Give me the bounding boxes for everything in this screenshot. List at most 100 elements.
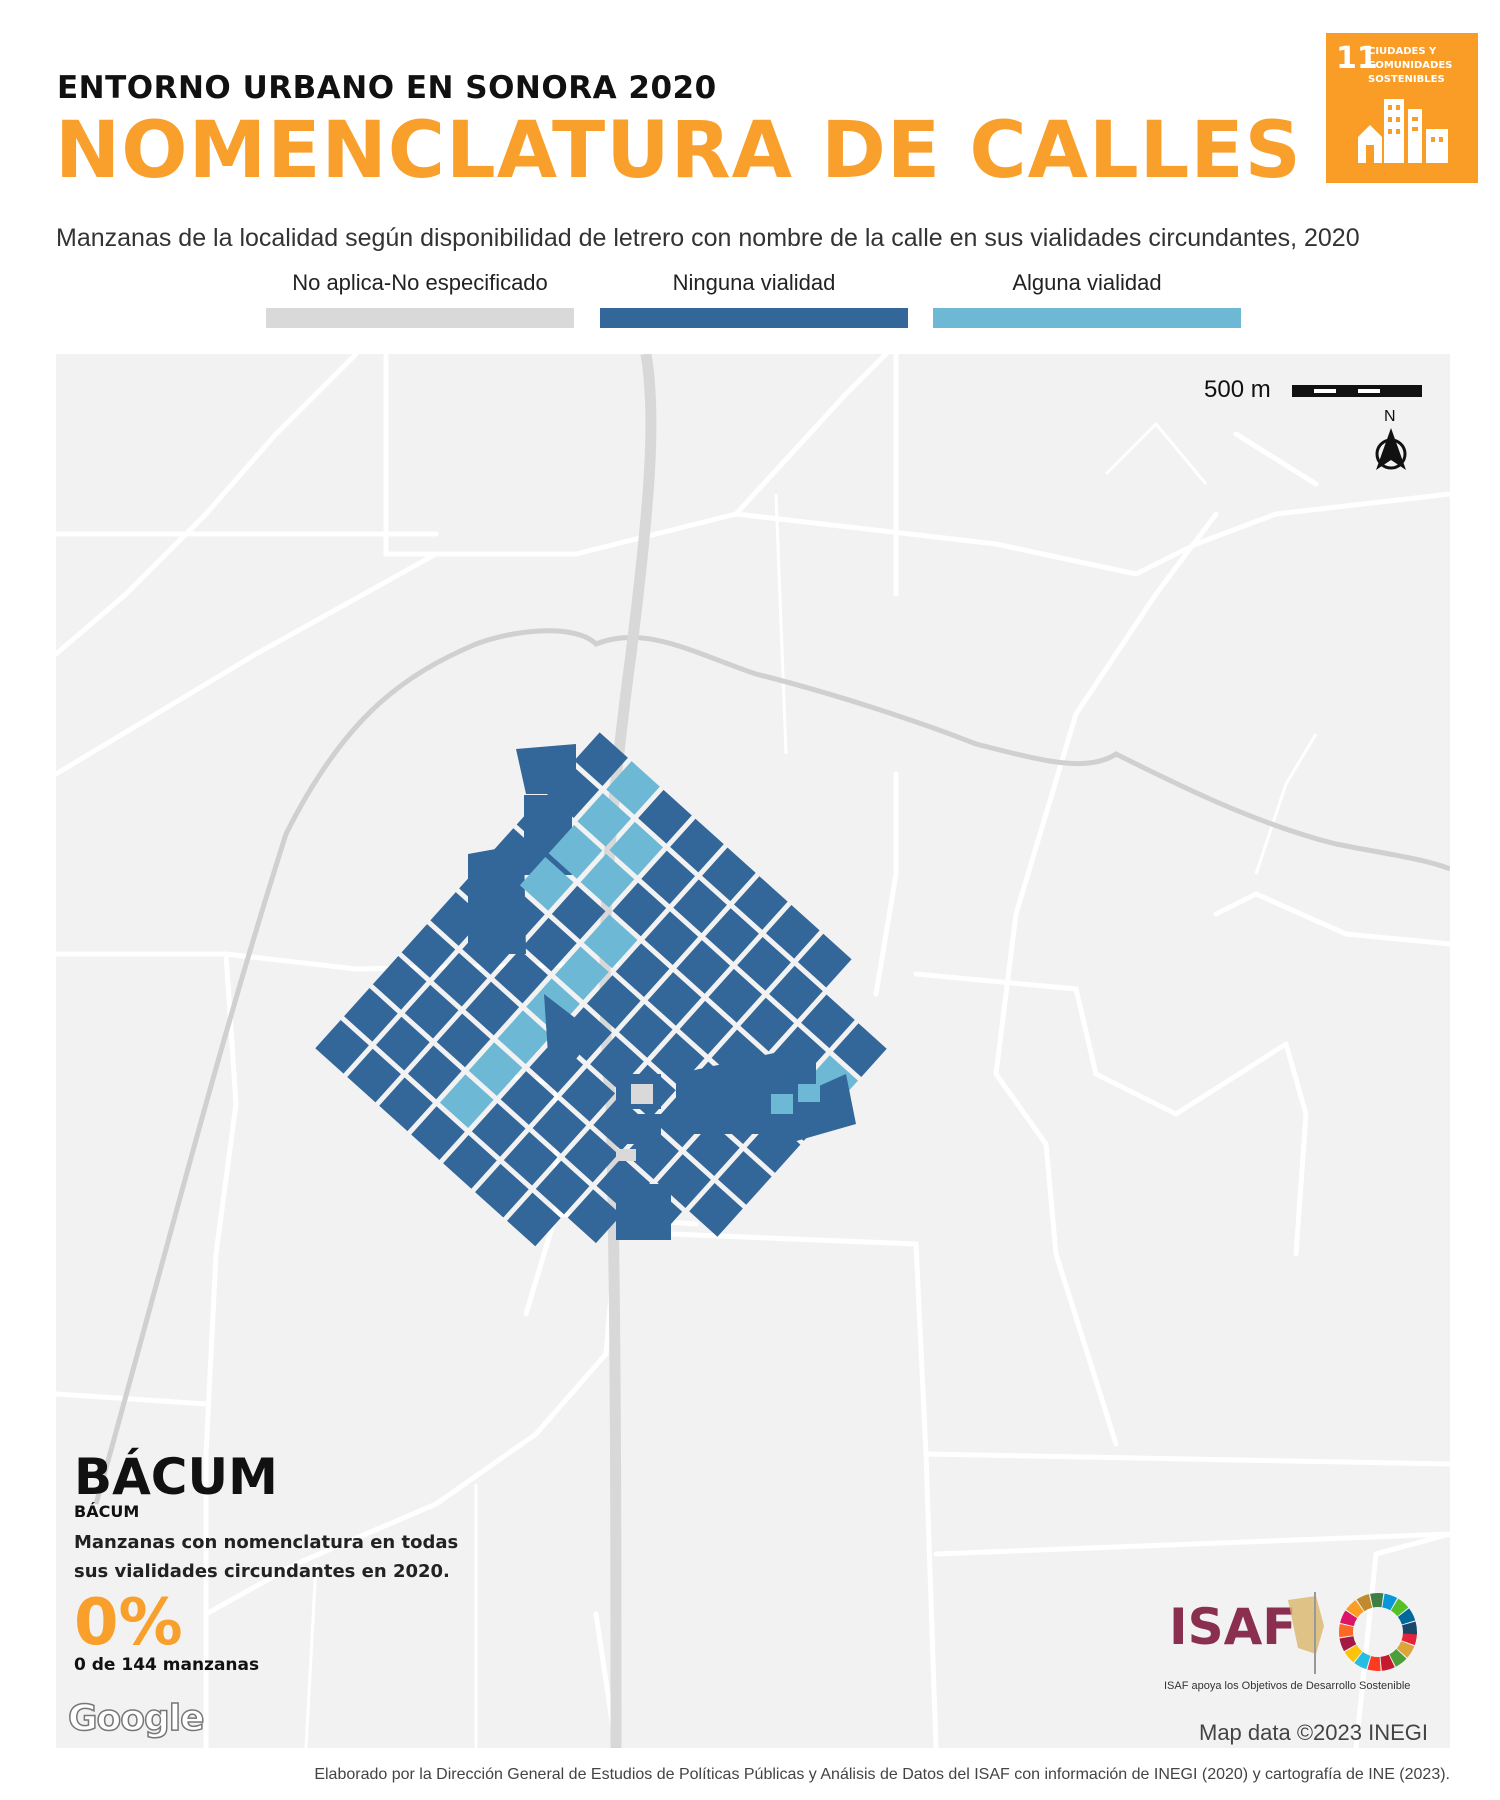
map-block <box>439 1074 494 1128</box>
map-block <box>344 988 398 1042</box>
map-canvas[interactable] <box>56 354 1450 1748</box>
report-kicker: ENTORNO URBANO EN SONORA 2020 <box>57 70 717 106</box>
map-attribution: Map data ©2023 INEGI <box>1199 1720 1429 1745</box>
map-block <box>702 847 756 902</box>
map-block <box>544 994 596 1084</box>
isaf-tagline: ISAF apoya los Objetivos de Desarrollo S… <box>1164 1680 1411 1692</box>
google-logo: Google <box>67 1697 205 1740</box>
map-block-alguna <box>771 1094 793 1114</box>
map-block <box>797 933 852 988</box>
map-block <box>647 972 702 1026</box>
map-block <box>641 850 695 905</box>
map-block <box>465 981 520 1036</box>
map-block <box>491 888 545 943</box>
legend-label: Alguna vialidad <box>1012 270 1162 295</box>
map-block <box>638 789 692 844</box>
map-block <box>564 1128 619 1183</box>
map-block-alguna <box>798 1084 820 1102</box>
sdg-number: 11 <box>1336 41 1378 76</box>
map-block <box>471 1103 526 1157</box>
map-block <box>740 997 795 1052</box>
map-block <box>679 1000 734 1055</box>
map-block <box>459 860 513 914</box>
map-block <box>616 1184 671 1240</box>
map-block <box>717 1151 772 1205</box>
map-block <box>347 1048 401 1103</box>
map-block <box>833 1023 887 1077</box>
river-arroyo <box>93 628 1450 1505</box>
map-block <box>545 764 600 818</box>
map-block <box>574 732 628 787</box>
map-block <box>523 917 577 972</box>
map-block <box>606 761 660 815</box>
map-block <box>411 1106 465 1160</box>
percent-value: 0% <box>74 1586 183 1660</box>
footer-credits: Elaborado por la Dirección General de Es… <box>314 1766 1450 1783</box>
legend-item-alguna: Alguna vialidad <box>933 270 1241 330</box>
map-block <box>516 796 571 850</box>
map-block <box>616 1114 661 1144</box>
legend-item-no-aplica: No aplica-No especificado <box>266 270 574 330</box>
map-block-na <box>631 1084 653 1104</box>
map-block <box>401 924 456 978</box>
map-block <box>407 1045 462 1100</box>
logo-divider <box>1314 1592 1316 1674</box>
map-block <box>705 908 759 962</box>
map-basemap <box>56 354 1450 1748</box>
urban-blocks <box>315 732 887 1247</box>
map-block <box>769 965 823 1020</box>
isaf-logo: ISAF <box>1169 1598 1297 1656</box>
map-block <box>532 1099 587 1154</box>
legend-label: Ninguna vialidad <box>672 270 836 295</box>
page-title: NOMENCLATURA DE CALLES <box>55 106 1302 196</box>
map-block <box>609 821 664 876</box>
map-block <box>500 1071 555 1125</box>
map-block <box>580 853 635 908</box>
map-block <box>686 1122 740 1176</box>
place-description: Manzanas con nomenclatura en todas sus v… <box>74 1532 459 1582</box>
north-label: N <box>1384 408 1396 425</box>
map-block-na <box>616 1149 636 1161</box>
map-block <box>555 946 609 1001</box>
map-block <box>670 818 724 873</box>
map-block <box>734 876 788 930</box>
scale-label: 500 m <box>1204 376 1271 403</box>
map-block <box>801 994 855 1049</box>
map-block <box>430 892 485 946</box>
map-block <box>372 956 427 1010</box>
map-subtitle: Manzanas de la localidad según disponibi… <box>56 224 1360 252</box>
map-block <box>404 984 459 1039</box>
scale-bar <box>1292 385 1422 397</box>
map-block <box>519 857 574 911</box>
north-arrow-icon <box>1375 428 1407 470</box>
map-block <box>577 793 632 847</box>
map-block <box>468 1042 523 1097</box>
map-block <box>487 828 542 882</box>
city-buildings-icon <box>1358 99 1448 163</box>
place-subtitle: BÁCUM <box>74 1502 140 1521</box>
map-block <box>765 905 820 959</box>
sdg-wheel-icon <box>1339 1593 1417 1671</box>
map-block <box>551 885 606 940</box>
map-block <box>583 914 638 969</box>
road-network <box>56 354 1450 1748</box>
legend-item-ninguna: Ninguna vialidad <box>600 270 908 330</box>
map-block <box>756 1074 856 1144</box>
map-block <box>644 911 699 966</box>
map-block <box>535 1160 590 1215</box>
secondary-roads <box>304 421 1318 1748</box>
legend-swatch <box>266 308 574 328</box>
legend-label: No aplica-No especificado <box>292 270 548 295</box>
map-block <box>433 952 488 1007</box>
map-block <box>618 1004 673 1058</box>
map-block <box>443 1135 497 1189</box>
map-block <box>503 1131 558 1186</box>
map-block <box>436 1013 491 1068</box>
map-block <box>676 940 731 994</box>
map-block <box>315 1019 369 1074</box>
map-block <box>612 882 667 937</box>
map-block <box>376 1016 430 1071</box>
map-block <box>497 1010 552 1065</box>
map-block <box>737 936 791 991</box>
map-block <box>561 1067 616 1122</box>
